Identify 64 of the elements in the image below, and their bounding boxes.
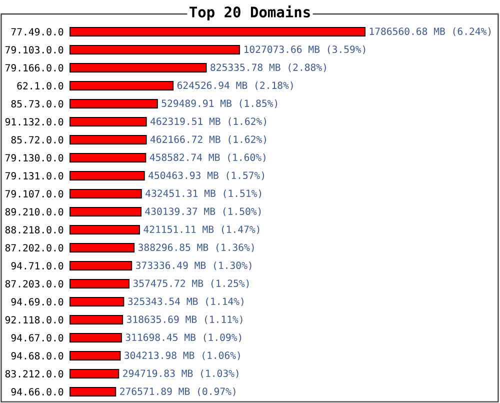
data-label: 388296.85 MB (1.36%) [138, 243, 254, 252]
data-label: 458582.74 MB (1.60%) [150, 153, 266, 162]
y-tick-label: 79.103.0.0 [5, 46, 64, 54]
y-tick-label: 79.166.0.0 [5, 64, 64, 72]
data-label: 430139.37 MB (1.50%) [145, 207, 261, 216]
y-tick-label: 94.68.0.0 [11, 352, 64, 360]
bar [70, 369, 120, 379]
y-tick-label: 94.69.0.0 [11, 298, 64, 306]
data-label: 432451.31 MB (1.51%) [146, 189, 262, 198]
y-tick-label: 92.118.0.0 [5, 316, 64, 324]
bar [70, 135, 147, 145]
y-tick-label: 79.107.0.0 [5, 190, 64, 198]
y-tick-label: 62.1.0.0 [17, 82, 64, 90]
bar [70, 225, 140, 235]
bar [70, 153, 146, 163]
bar [70, 171, 145, 181]
data-label: 421151.11 MB (1.47%) [144, 225, 260, 234]
y-tick-label: 94.67.0.0 [11, 334, 64, 342]
bar [70, 117, 147, 127]
bar [70, 243, 135, 253]
data-label: 624526.94 MB (2.18%) [177, 81, 293, 90]
bar [70, 27, 366, 37]
bar [70, 387, 116, 397]
data-label: 276571.89 MB (0.97%) [120, 387, 236, 396]
bar [70, 333, 122, 343]
bar [70, 45, 240, 55]
data-label: 529489.91 MB (1.85%) [162, 99, 278, 108]
data-label: 1027073.66 MB (3.59%) [244, 45, 366, 54]
data-label: 311698.45 MB (1.09%) [126, 333, 242, 342]
bar [70, 315, 124, 325]
bar [70, 279, 130, 289]
bar [70, 297, 124, 307]
data-label: 304213.98 MB (1.06%) [124, 351, 240, 360]
y-tick-label: 79.131.0.0 [5, 172, 64, 180]
y-tick-label: 77.49.0.0 [11, 28, 64, 36]
y-tick-label: 83.212.0.0 [5, 370, 64, 378]
data-label: 318635.69 MB (1.11%) [126, 315, 242, 324]
data-label: 462166.72 MB (1.62%) [150, 135, 266, 144]
data-label: 450463.93 MB (1.57%) [148, 171, 264, 180]
y-tick-label: 94.71.0.0 [11, 262, 64, 270]
y-tick-label: 89.210.0.0 [5, 208, 64, 216]
bar [70, 351, 121, 361]
bar [70, 207, 142, 217]
y-tick-label: 87.202.0.0 [5, 244, 64, 252]
data-label: 294719.83 MB (1.03%) [123, 369, 238, 378]
bar [70, 81, 174, 91]
bar [70, 189, 142, 199]
y-tick-label: 91.132.0.0 [5, 118, 64, 126]
data-label: 325343.54 MB (1.14%) [128, 297, 244, 306]
data-label: 462319.51 MB (1.62%) [150, 117, 266, 126]
chart-title: Top 20 Domains [190, 6, 310, 20]
data-label: 373336.49 MB (1.30%) [136, 261, 252, 270]
data-label: 825335.78 MB (2.88%) [210, 63, 326, 72]
data-label: 1786560.68 MB (6.24%) [370, 27, 491, 36]
y-tick-label: 85.73.0.0 [11, 100, 64, 108]
y-tick-label: 88.218.0.0 [5, 226, 64, 234]
y-tick-label: 94.66.0.0 [11, 388, 64, 396]
data-label: 357475.72 MB (1.25%) [133, 279, 249, 288]
bar [70, 99, 158, 109]
y-tick-label: 79.130.0.0 [5, 154, 64, 162]
bar [70, 63, 207, 73]
y-tick-label: 85.72.0.0 [11, 136, 64, 144]
y-tick-label: 87.203.0.0 [5, 280, 64, 288]
bar [70, 261, 132, 271]
